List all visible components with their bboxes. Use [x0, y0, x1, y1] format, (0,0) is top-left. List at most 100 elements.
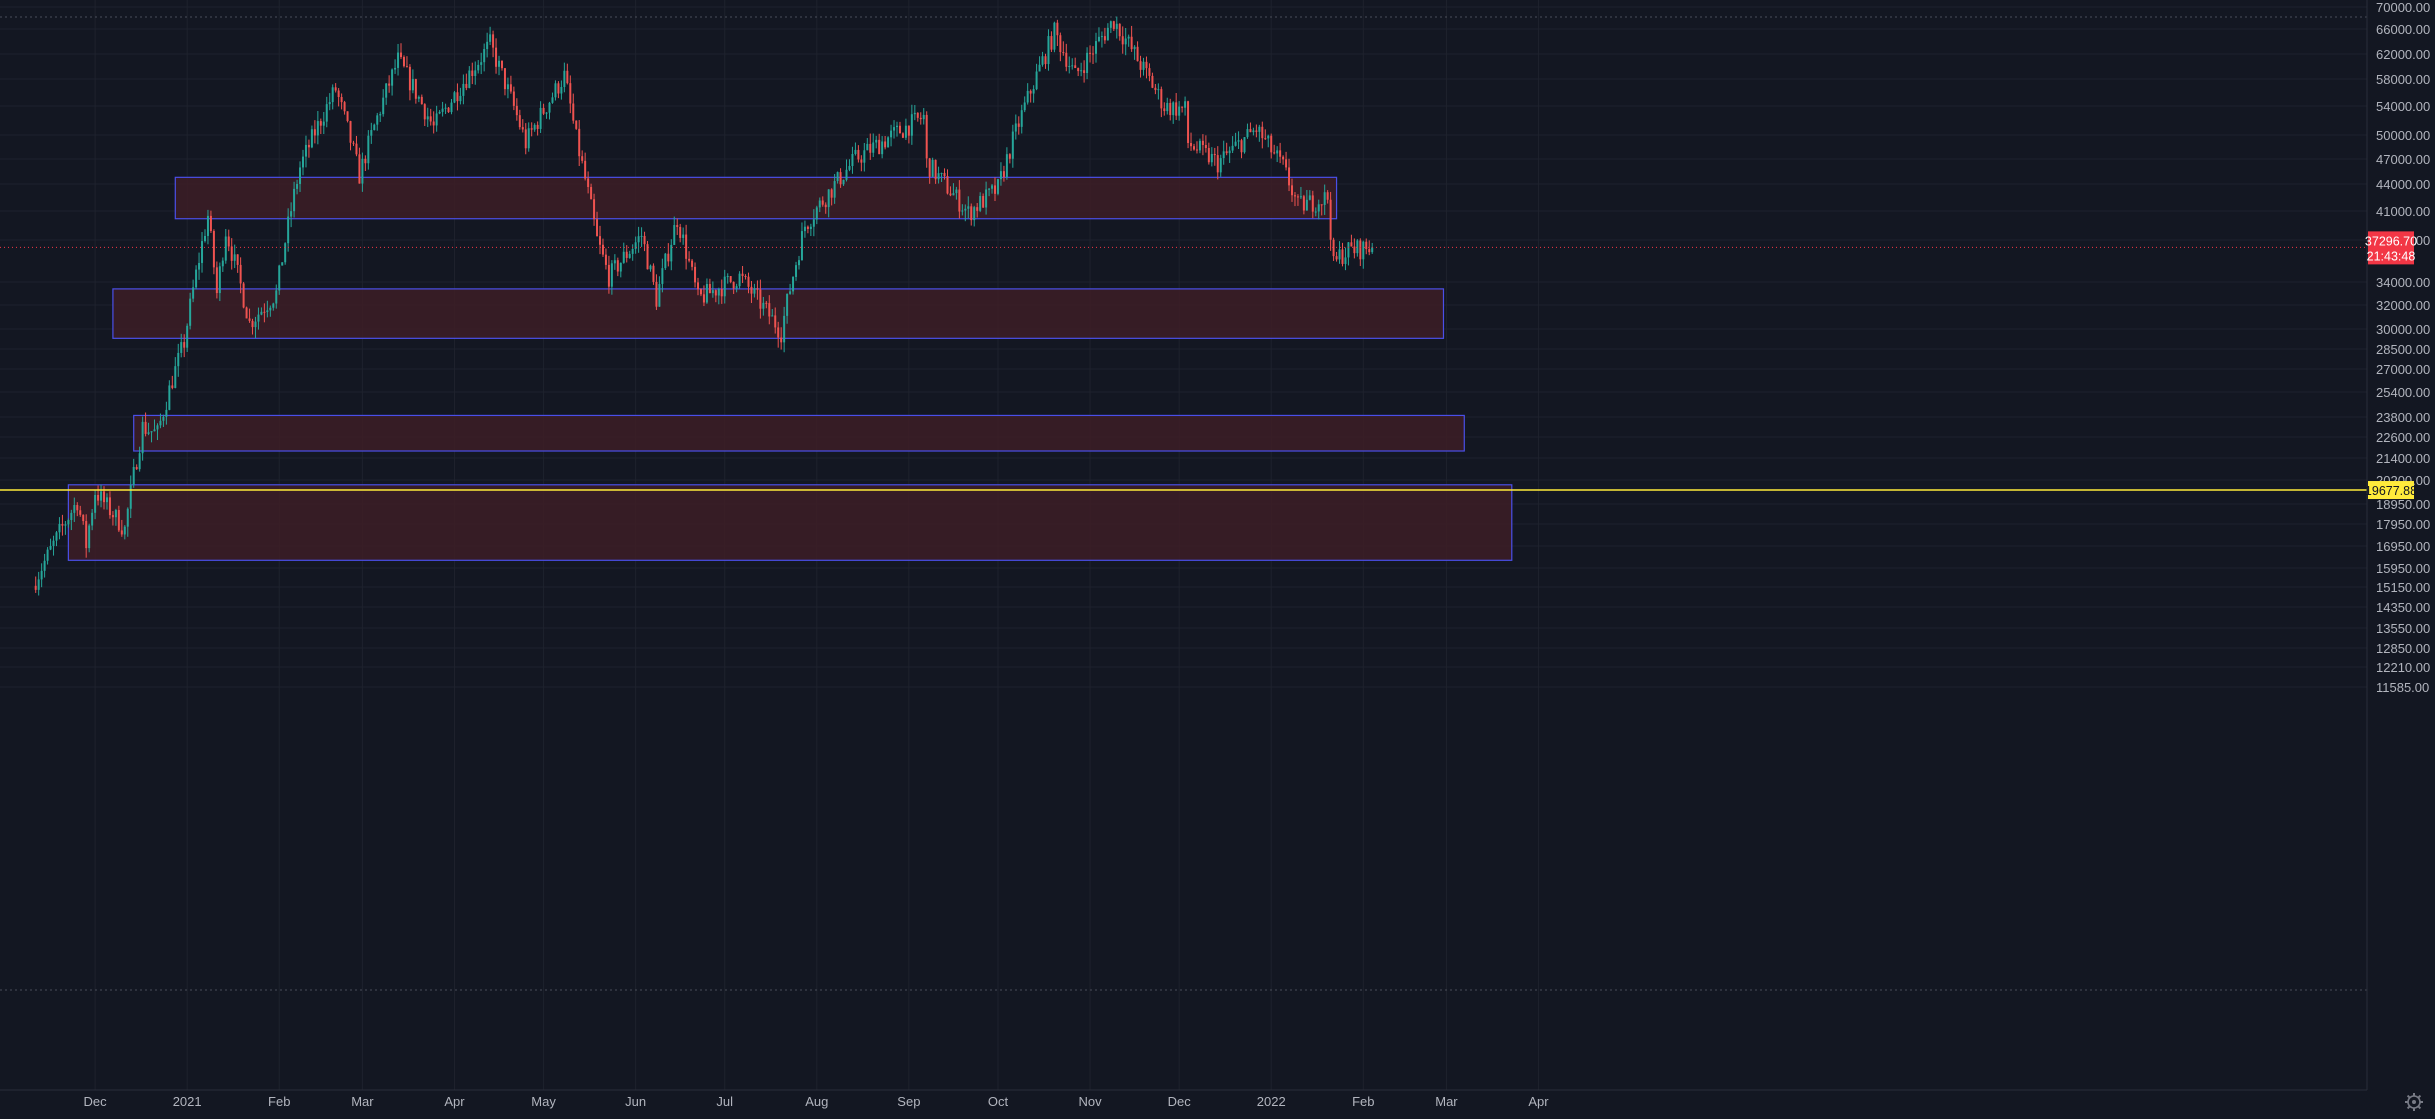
- candle-body: [887, 137, 890, 148]
- candle-body: [429, 116, 432, 122]
- candle-body: [901, 133, 904, 138]
- candle-body: [694, 266, 697, 283]
- price-axis[interactable]: 70000.00 66000.00 62000.00 58000.00 54000.00…: [2376, 0, 2430, 695]
- candle-body: [432, 121, 435, 126]
- candle-body: [1276, 150, 1279, 154]
- candle-body: [913, 112, 916, 115]
- candle-body: [783, 315, 786, 343]
- candle-body: [771, 315, 774, 317]
- candle-body: [150, 431, 153, 433]
- candle-body: [599, 236, 601, 245]
- candle-body: [1050, 36, 1053, 50]
- candle-body: [215, 267, 218, 294]
- candle-body: [658, 283, 661, 307]
- candle-body: [928, 158, 931, 177]
- candle-body: [744, 276, 747, 278]
- candle-body: [803, 226, 806, 232]
- last-price-label: 37296.70: [2365, 234, 2417, 248]
- candle-body: [881, 141, 884, 155]
- candle-body: [688, 258, 691, 261]
- candle-body: [1172, 102, 1175, 116]
- time-tick-label: Mar: [351, 1094, 374, 1109]
- candle-body: [61, 524, 64, 526]
- candle-body: [40, 570, 43, 580]
- time-axis[interactable]: Dec 2021 Feb Mar Apr May Jun Jul Aug Sep Oct Nov Dec…: [84, 1094, 1550, 1109]
- candle-body: [1014, 123, 1017, 132]
- price-tick-label: 23800.00: [2376, 410, 2430, 425]
- candle-body: [1323, 192, 1326, 205]
- candle-body: [1359, 240, 1362, 260]
- candle-body: [402, 57, 405, 67]
- candle-body: [833, 181, 836, 198]
- candle-body: [453, 92, 456, 103]
- price-tick-label: 34000.00: [2376, 275, 2430, 290]
- time-tick-label: Jun: [625, 1094, 646, 1109]
- candle-body: [397, 52, 400, 68]
- candle-body: [1059, 35, 1062, 53]
- candle-body: [664, 253, 667, 269]
- candle-body: [224, 236, 227, 261]
- candle-body: [186, 325, 189, 348]
- candle-body: [572, 103, 575, 121]
- candle-body: [400, 52, 403, 58]
- candle-body: [1225, 151, 1228, 154]
- candle-body: [604, 254, 607, 265]
- candle-body: [631, 249, 634, 254]
- candle-body: [1139, 61, 1142, 70]
- price-tick-label: 16950.00: [2376, 539, 2430, 554]
- candle-body: [578, 128, 581, 157]
- candle-body: [492, 34, 495, 48]
- candle-body: [958, 189, 961, 212]
- candle-body: [869, 143, 872, 153]
- candle-body: [1157, 89, 1160, 91]
- candle-body: [322, 121, 325, 126]
- time-tick-label: Feb: [1352, 1094, 1374, 1109]
- time-tick-label: May: [531, 1094, 556, 1109]
- candle-body: [685, 234, 688, 259]
- candle-body: [655, 281, 658, 307]
- countdown-label: 21:43:48: [2367, 249, 2416, 263]
- candle-body: [988, 188, 991, 190]
- candle-body: [1219, 158, 1222, 173]
- candle-body: [382, 97, 385, 115]
- price-tick-label: 32000.00: [2376, 298, 2430, 313]
- candle-body: [340, 97, 343, 103]
- candle-body: [1347, 242, 1350, 258]
- candle-body: [640, 235, 643, 237]
- candle-body: [1299, 196, 1302, 198]
- settings-gear-icon[interactable]: [2405, 1093, 2423, 1111]
- candle-body: [355, 143, 358, 155]
- candle-body: [388, 83, 391, 86]
- candle-body: [328, 102, 331, 105]
- candle-body: [489, 34, 492, 42]
- candle-body: [904, 125, 907, 138]
- candle-body: [890, 130, 893, 138]
- candle-body: [189, 298, 192, 326]
- last-price-badge: [2368, 231, 2414, 265]
- candle-body: [830, 189, 833, 198]
- candle-body: [343, 102, 346, 112]
- candle-body: [596, 219, 599, 237]
- candle-body: [996, 179, 999, 194]
- candle-body: [495, 47, 498, 67]
- candle-body: [524, 129, 527, 149]
- candle-body: [723, 276, 726, 297]
- candle-body: [352, 142, 355, 144]
- candle-body: [878, 139, 881, 155]
- candle-body: [117, 510, 120, 531]
- candle-body: [1326, 192, 1329, 200]
- candle-body: [444, 107, 447, 109]
- candle-body: [1279, 150, 1282, 157]
- candle-body: [896, 125, 898, 128]
- candle-body: [848, 166, 851, 170]
- price-tick-label: 11585.00: [2376, 680, 2429, 695]
- candle-body: [741, 273, 744, 277]
- candle-body: [1305, 199, 1308, 211]
- candle-body: [129, 484, 132, 509]
- candle-body: [512, 91, 515, 106]
- candle-body: [105, 497, 108, 503]
- candle-body: [768, 303, 771, 317]
- candle-body: [1314, 211, 1317, 213]
- price-tick-label: 15950.00: [2376, 561, 2430, 576]
